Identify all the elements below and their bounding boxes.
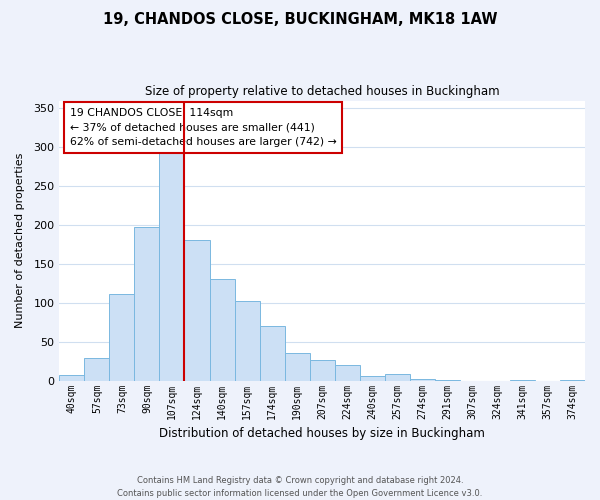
Bar <box>260 326 284 380</box>
Bar <box>310 360 335 380</box>
Bar <box>59 375 85 380</box>
Bar <box>385 374 410 380</box>
X-axis label: Distribution of detached houses by size in Buckingham: Distribution of detached houses by size … <box>159 427 485 440</box>
Bar <box>284 354 310 380</box>
Text: Contains HM Land Registry data © Crown copyright and database right 2024.
Contai: Contains HM Land Registry data © Crown c… <box>118 476 482 498</box>
Bar <box>335 365 360 380</box>
Bar <box>134 226 160 380</box>
Bar <box>85 358 109 380</box>
Title: Size of property relative to detached houses in Buckingham: Size of property relative to detached ho… <box>145 85 499 98</box>
Bar <box>160 151 184 380</box>
Bar <box>109 294 134 380</box>
Bar <box>235 300 260 380</box>
Text: 19, CHANDOS CLOSE, BUCKINGHAM, MK18 1AW: 19, CHANDOS CLOSE, BUCKINGHAM, MK18 1AW <box>103 12 497 28</box>
Bar <box>410 379 435 380</box>
Bar <box>184 240 209 380</box>
Bar <box>360 376 385 380</box>
Bar <box>209 278 235 380</box>
Text: 19 CHANDOS CLOSE: 114sqm
← 37% of detached houses are smaller (441)
62% of semi-: 19 CHANDOS CLOSE: 114sqm ← 37% of detach… <box>70 108 337 147</box>
Y-axis label: Number of detached properties: Number of detached properties <box>15 153 25 328</box>
